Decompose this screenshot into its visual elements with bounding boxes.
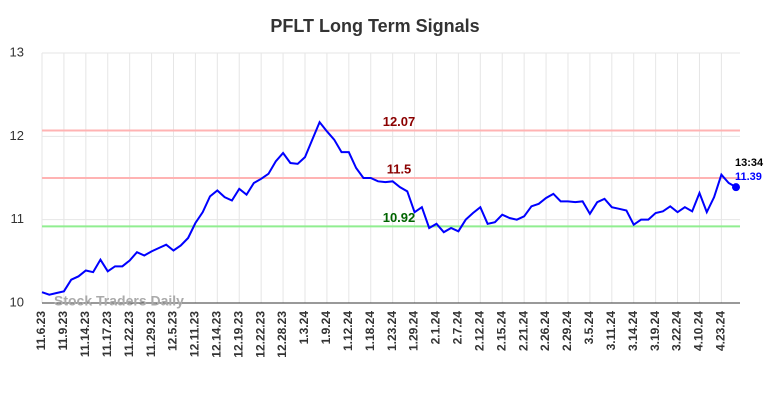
y-tick-label: 11 (11, 211, 25, 226)
x-tick-label: 11.22.23 (122, 311, 136, 357)
x-tick-label: 1.12.24 (341, 311, 355, 351)
x-tick-label: 4.10.24 (692, 311, 706, 351)
watermark: Stock Traders Daily (54, 293, 184, 309)
x-tick-label: 12.5.23 (166, 311, 180, 351)
x-tick-label: 11.14.23 (78, 311, 92, 357)
level-label: 11.5 (387, 161, 412, 176)
last-value-label: 11.39 (735, 171, 762, 183)
x-tick-label: 2.21.24 (516, 311, 530, 351)
x-tick-label: 1.9.24 (319, 311, 333, 345)
x-tick-label: 3.14.24 (626, 311, 640, 351)
x-tick-label: 12.28.23 (275, 311, 289, 358)
last-time-label: 13:34 (735, 157, 764, 169)
x-tick-label: 11.6.23 (34, 311, 48, 351)
x-tick-label: 2.1.24 (429, 311, 443, 345)
x-tick-label: 11.17.23 (100, 311, 114, 357)
x-tick-label: 12.19.23 (231, 311, 245, 358)
x-tick-label: 3.11.24 (604, 311, 618, 351)
x-tick-label: 1.18.24 (363, 311, 377, 351)
x-tick-label: 1.3.24 (297, 311, 311, 345)
price-line (41, 120, 737, 296)
chart-title: PFLT Long Term Signals (270, 16, 479, 36)
x-tick-label: 3.22.24 (670, 311, 684, 351)
x-tick-label: 2.26.24 (538, 311, 552, 351)
x-tick-label: 1.29.24 (407, 311, 421, 351)
x-tick-label: 11.9.23 (56, 311, 70, 351)
x-tick-label: 12.22.23 (253, 311, 267, 358)
y-tick-label: 10 (10, 294, 24, 309)
y-tick-label: 12 (10, 128, 24, 143)
x-tick-label: 11.29.23 (144, 311, 158, 357)
level-label: 12.07 (383, 114, 416, 129)
x-tick-label: 2.15.24 (494, 311, 508, 351)
x-tick-label: 12.11.23 (188, 311, 202, 357)
x-tick-label: 3.19.24 (648, 311, 662, 351)
x-tick-label: 1.23.24 (385, 311, 399, 351)
x-tick-label: 2.7.24 (451, 311, 465, 345)
x-tick-label: 2.12.24 (472, 311, 486, 351)
x-tick-label: 2.29.24 (560, 311, 574, 351)
x-tick-label: 12.14.23 (209, 311, 223, 358)
last-point (732, 183, 740, 192)
x-tick-label: 4.23.24 (714, 311, 728, 351)
y-tick-label: 13 (10, 44, 24, 59)
x-tick-label: 3.5.24 (582, 311, 596, 345)
level-label: 10.92 (383, 210, 416, 225)
